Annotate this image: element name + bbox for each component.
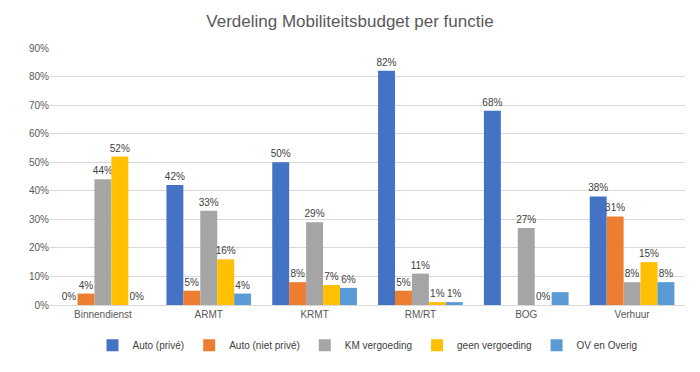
svg-text:90%: 90%	[29, 43, 49, 54]
svg-text:RM/RT: RM/RT	[405, 309, 436, 320]
svg-text:82%: 82%	[376, 57, 396, 68]
svg-text:1%: 1%	[430, 288, 445, 299]
svg-text:30%: 30%	[29, 214, 49, 225]
svg-text:68%: 68%	[482, 97, 502, 108]
svg-text:15%: 15%	[639, 248, 659, 259]
svg-text:KRMT: KRMT	[300, 309, 328, 320]
svg-text:33%: 33%	[199, 197, 219, 208]
svg-text:KM vergoeding: KM vergoeding	[345, 340, 412, 351]
svg-text:4%: 4%	[79, 280, 94, 291]
svg-text:Binnendienst: Binnendienst	[74, 309, 132, 320]
svg-text:70%: 70%	[29, 100, 49, 111]
svg-text:31%: 31%	[605, 202, 625, 213]
svg-text:5%: 5%	[185, 277, 200, 288]
svg-text:0%: 0%	[62, 291, 77, 302]
svg-text:geen vergoeding: geen vergoeding	[457, 340, 532, 351]
svg-text:40%: 40%	[29, 185, 49, 196]
svg-text:52%: 52%	[110, 143, 130, 154]
svg-text:Auto (privé): Auto (privé)	[133, 340, 185, 351]
svg-text:50%: 50%	[271, 148, 291, 159]
svg-text:11%: 11%	[411, 260, 430, 271]
svg-text:OV en Overig: OV en Overig	[577, 340, 638, 351]
svg-text:6%: 6%	[341, 274, 356, 285]
svg-text:5%: 5%	[396, 277, 411, 288]
svg-text:7%: 7%	[324, 271, 339, 282]
svg-text:Auto (niet privé): Auto (niet privé)	[229, 340, 300, 351]
svg-text:1%: 1%	[447, 288, 462, 299]
svg-text:ARMT: ARMT	[195, 309, 223, 320]
svg-text:29%: 29%	[305, 208, 325, 219]
svg-text:8%: 8%	[625, 268, 640, 279]
svg-text:44%: 44%	[93, 165, 113, 176]
svg-text:0%: 0%	[536, 291, 551, 302]
svg-text:BOG: BOG	[515, 309, 537, 320]
svg-text:20%: 20%	[29, 242, 49, 253]
svg-text:8%: 8%	[290, 268, 305, 279]
svg-text:Verhuur: Verhuur	[615, 309, 651, 320]
svg-text:42%: 42%	[165, 171, 185, 182]
svg-text:8%: 8%	[659, 268, 674, 279]
svg-text:Verdeling Mobiliteitsbudget pe: Verdeling Mobiliteitsbudget per functie	[206, 12, 493, 31]
svg-text:38%: 38%	[588, 182, 608, 193]
svg-text:80%: 80%	[29, 71, 49, 82]
svg-text:4%: 4%	[235, 280, 250, 291]
svg-text:0%: 0%	[35, 300, 50, 311]
svg-text:0%: 0%	[130, 291, 145, 302]
svg-text:16%: 16%	[216, 245, 236, 256]
svg-text:27%: 27%	[516, 214, 536, 225]
svg-text:50%: 50%	[29, 157, 49, 168]
svg-text:60%: 60%	[29, 128, 49, 139]
svg-text:10%: 10%	[29, 271, 49, 282]
